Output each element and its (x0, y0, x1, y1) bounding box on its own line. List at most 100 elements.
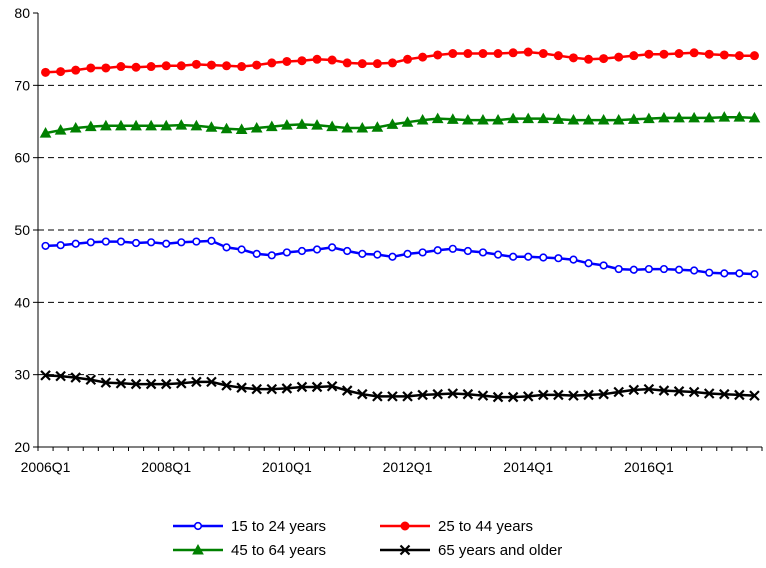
data-point (523, 47, 533, 57)
data-point (56, 241, 65, 250)
legend-label: 45 to 64 years (231, 542, 326, 559)
gridlines (38, 84, 762, 376)
data-point (612, 114, 625, 125)
data-point (417, 389, 428, 401)
data-point (357, 59, 367, 69)
data-point (220, 122, 233, 134)
data-point (569, 255, 578, 264)
data-point (85, 374, 97, 386)
data-point (282, 248, 291, 257)
y-tick-label: 50 (14, 222, 30, 238)
data-point (674, 49, 684, 59)
data-point (750, 270, 759, 279)
data-point (688, 386, 700, 398)
data-point (597, 114, 610, 125)
data-point (265, 120, 278, 132)
data-point (296, 118, 308, 129)
data-point (704, 49, 714, 59)
data-point (734, 389, 745, 401)
x-tick-label: 2014Q1 (503, 459, 553, 475)
data-point (401, 116, 414, 127)
x-tick-label: 2008Q1 (141, 459, 191, 475)
data-point (537, 112, 550, 124)
data-point (69, 121, 82, 133)
data-point (341, 121, 354, 133)
data-point (720, 269, 729, 278)
data-point (343, 246, 352, 256)
x-tick-label: 2006Q1 (21, 459, 71, 475)
data-point (252, 60, 262, 70)
data-point (462, 388, 474, 400)
data-point (463, 49, 473, 59)
data-point (147, 238, 156, 247)
data-point (281, 119, 293, 130)
legend-label: 65 years and older (438, 542, 562, 559)
data-point (748, 111, 761, 123)
data-point (56, 67, 66, 77)
axes (33, 12, 763, 451)
data-point (327, 55, 337, 65)
series-2 (39, 111, 761, 138)
y-tick-label: 70 (14, 77, 30, 93)
data-point (522, 391, 534, 402)
data-point (448, 49, 458, 59)
data-point (191, 59, 201, 69)
data-point (237, 62, 247, 72)
legend: 15 to 24 years 25 to 44 years 45 to 64 yea… (173, 518, 562, 559)
data-point (267, 58, 277, 68)
data-point (446, 113, 459, 124)
data-point (190, 119, 203, 131)
data-point (146, 62, 156, 72)
data-point (101, 63, 111, 73)
series-0 (41, 236, 759, 279)
data-point (235, 123, 248, 134)
data-point (71, 239, 80, 248)
data-point (705, 268, 714, 277)
data-point (387, 391, 398, 402)
data-point (418, 52, 428, 62)
data-point (116, 237, 126, 246)
data-point (568, 53, 578, 63)
data-point (311, 381, 323, 393)
y-tick-labels: 20 30 40 50 60 70 80 (14, 5, 30, 455)
data-point (567, 114, 580, 125)
data-point (403, 54, 413, 64)
data-point (70, 372, 81, 383)
data-point (131, 238, 141, 248)
data-point (492, 391, 504, 403)
data-point (553, 389, 564, 401)
data-point (416, 114, 429, 125)
legend-marker (399, 544, 411, 556)
data-point (207, 236, 216, 245)
data-point (522, 112, 535, 124)
data-point (372, 391, 383, 402)
data-point (55, 370, 66, 382)
data-point (250, 121, 263, 133)
data-point (643, 112, 655, 124)
data-point (71, 65, 81, 75)
data-point (508, 48, 518, 58)
data-point (402, 391, 413, 402)
data-point (130, 119, 142, 131)
data-point (688, 111, 700, 123)
data-point (116, 62, 126, 72)
data-point (568, 390, 579, 401)
data-point (478, 49, 488, 59)
data-point (282, 56, 292, 66)
x-tick-labels: 2006Q1 2008Q1 2010Q1 2012Q1 2014Q1 2016Q1 (21, 459, 674, 475)
data-point (734, 51, 744, 61)
data-point (192, 237, 201, 246)
data-point (342, 58, 352, 68)
data-point (41, 67, 51, 77)
x-tick-label: 2012Q1 (383, 459, 433, 475)
data-point (115, 378, 127, 389)
data-point (358, 249, 367, 258)
data-point (341, 385, 353, 396)
data-point (749, 390, 760, 401)
data-point (719, 50, 729, 60)
data-point (507, 112, 519, 124)
y-tick-label: 30 (14, 367, 30, 383)
legend-label: 25 to 44 years (438, 518, 533, 535)
data-point (356, 121, 369, 133)
